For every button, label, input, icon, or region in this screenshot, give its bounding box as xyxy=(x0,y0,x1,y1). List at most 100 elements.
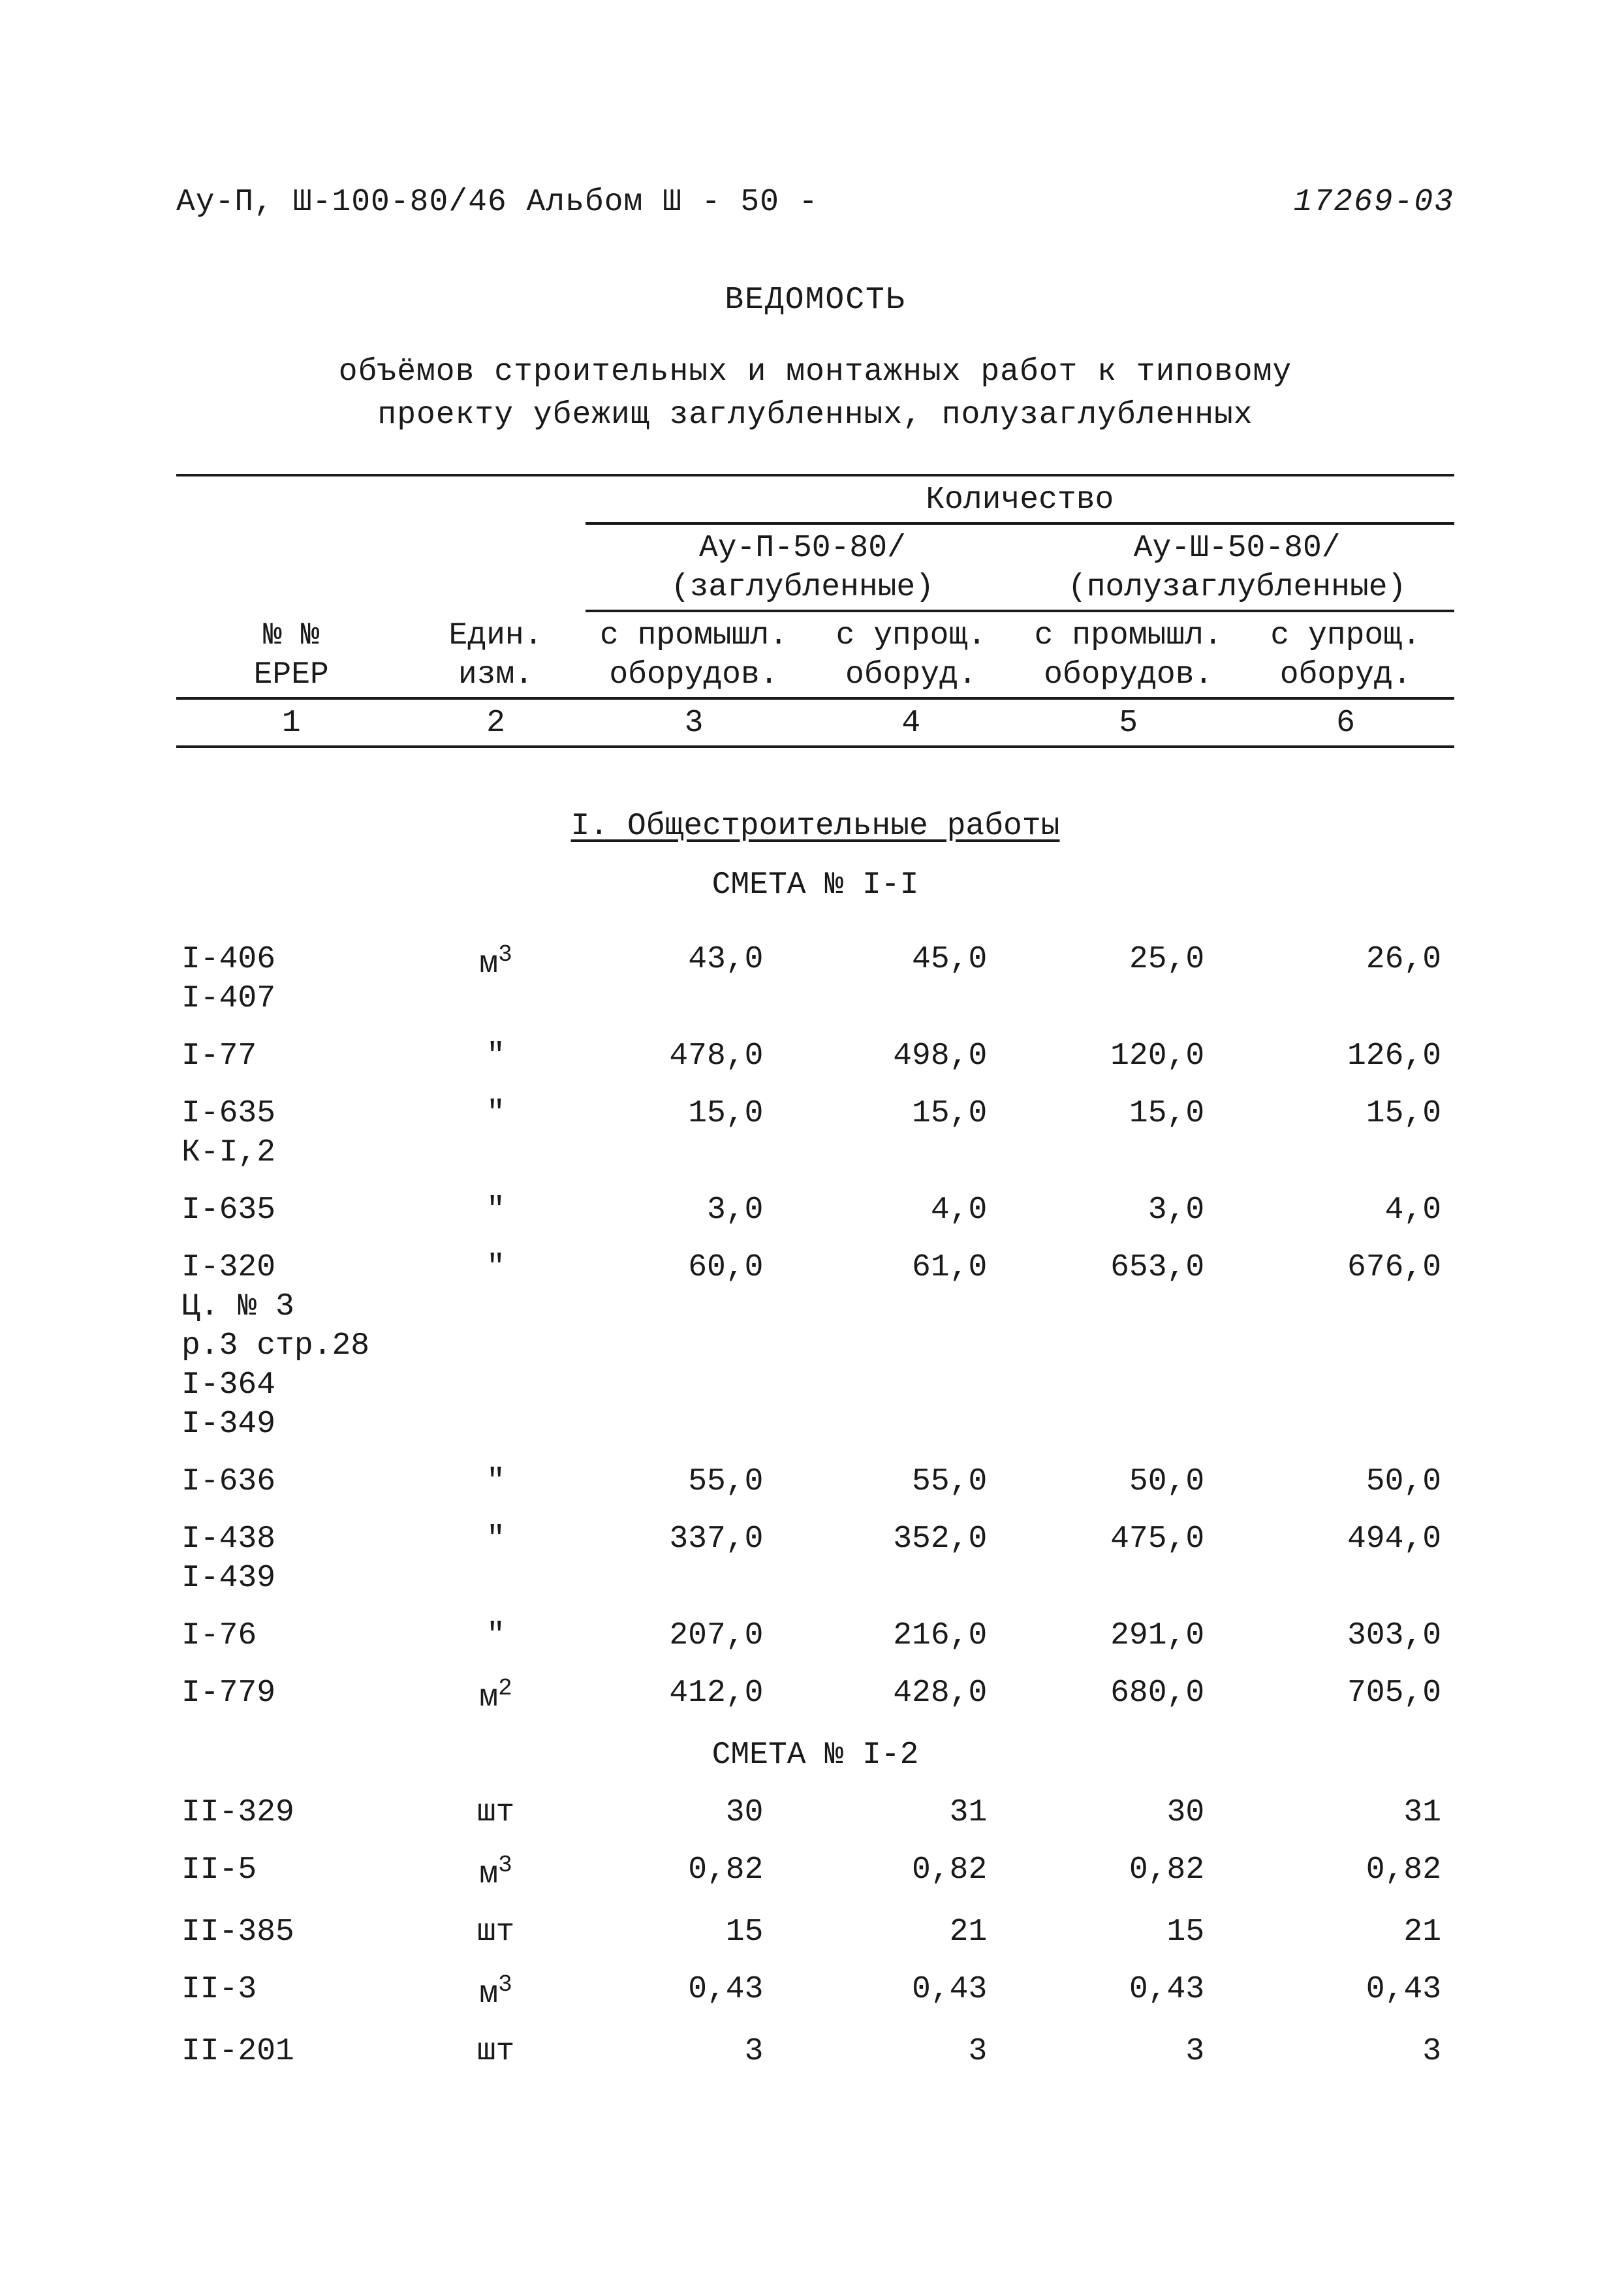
cell-id: I-635 xyxy=(176,1181,406,1239)
cell-v5: 0,43 xyxy=(1020,1961,1237,2023)
cell-v3: 0,43 xyxy=(586,1961,803,2023)
cell-id: II-5 xyxy=(176,1841,406,1903)
cell-v4: 61,0 xyxy=(802,1239,1020,1453)
cell-v5: 25,0 xyxy=(1020,931,1237,1027)
group2-line1: Ау-Ш-50-80/ xyxy=(1134,531,1341,566)
col-header-qty: Количество xyxy=(586,475,1454,523)
cell-unit: " xyxy=(406,1453,585,1510)
cell-id: I-636 xyxy=(176,1453,406,1510)
cell-id: I-438I-439 xyxy=(176,1510,406,1607)
col-header-erep: № № ЕРЕР xyxy=(176,475,406,698)
cell-v6: 0,82 xyxy=(1237,1841,1454,1903)
cell-v6: 26,0 xyxy=(1237,931,1454,1027)
subcol-3: с промышл. оборудов. xyxy=(586,611,803,698)
cell-v3: 478,0 xyxy=(586,1027,803,1085)
cell-v4: 428,0 xyxy=(802,1664,1020,1726)
data-table: I-406I-407м343,045,025,026,0I-77"478,049… xyxy=(176,931,1454,2080)
cell-v6: 15,0 xyxy=(1237,1085,1454,1181)
section-1-title-text: I. Общестроительные работы xyxy=(571,809,1060,844)
cell-v4: 498,0 xyxy=(802,1027,1020,1085)
cell-v4: 21 xyxy=(802,1903,1020,1961)
cell-v5: 291,0 xyxy=(1020,1607,1237,1664)
cell-v6: 3 xyxy=(1237,2023,1454,2080)
document-subtitle-2: проекту убежищ заглубленных, полузаглубл… xyxy=(176,396,1454,435)
cell-id: II-201 xyxy=(176,2023,406,2080)
cell-v6: 303,0 xyxy=(1237,1607,1454,1664)
cell-v4: 31 xyxy=(802,1784,1020,1841)
table-row: II-201шт3333 xyxy=(176,2023,1454,2080)
cell-v6: 21 xyxy=(1237,1903,1454,1961)
table-row: I-76"207,0216,0291,0303,0 xyxy=(176,1607,1454,1664)
cell-v3: 55,0 xyxy=(586,1453,803,1510)
section-1-title: I. Общестроительные работы xyxy=(176,807,1454,846)
cell-unit: м3 xyxy=(406,1841,585,1903)
cell-id: I-779 xyxy=(176,1664,406,1726)
cell-v3: 15 xyxy=(586,1903,803,1961)
cell-v3: 30 xyxy=(586,1784,803,1841)
cell-v4: 0,43 xyxy=(802,1961,1020,2023)
cell-v4: 0,82 xyxy=(802,1841,1020,1903)
header-right: 17269-03 xyxy=(1294,183,1454,222)
cell-unit: шт xyxy=(406,2023,585,2080)
header-left: Ау-П, Ш-100-80/46 Альбом Ш - 50 - xyxy=(176,183,819,222)
cell-v3: 412,0 xyxy=(586,1664,803,1726)
cell-id: II-3 xyxy=(176,1961,406,2023)
cell-v5: 30 xyxy=(1020,1784,1237,1841)
cell-id: I-76 xyxy=(176,1607,406,1664)
subcol-5: с промышл. оборудов. xyxy=(1020,611,1237,698)
cell-v4: 216,0 xyxy=(802,1607,1020,1664)
table-row: I-438I-439"337,0352,0475,0494,0 xyxy=(176,1510,1454,1607)
cell-id: I-635К-I,2 xyxy=(176,1085,406,1181)
cell-unit: " xyxy=(406,1239,585,1453)
cell-v5: 50,0 xyxy=(1020,1453,1237,1510)
smeta-1-title: СМЕТА № I-I xyxy=(176,866,1454,905)
page-header: Ау-П, Ш-100-80/46 Альбом Ш - 50 - 17269-… xyxy=(176,183,1454,222)
cell-v6: 676,0 xyxy=(1237,1239,1454,1453)
colnum-1: 1 xyxy=(176,698,406,747)
smeta-2-row: СМЕТА № I-2 xyxy=(176,1726,1454,1784)
cell-unit: м3 xyxy=(406,931,585,1027)
cell-unit: м3 xyxy=(406,1961,585,2023)
document-title: ВЕДОМОСТЬ xyxy=(176,281,1454,320)
col-header-group1: Ау-П-50-80/ (заглубленные) xyxy=(586,523,1020,611)
smeta-2-title: СМЕТА № I-2 xyxy=(176,1726,1454,1784)
cell-v4: 3 xyxy=(802,2023,1020,2080)
cell-unit: " xyxy=(406,1085,585,1181)
cell-v6: 50,0 xyxy=(1237,1453,1454,1510)
cell-unit: шт xyxy=(406,1784,585,1841)
cell-v4: 45,0 xyxy=(802,931,1020,1027)
col-header-unit: Един. изм. xyxy=(406,475,585,698)
cell-v6: 126,0 xyxy=(1237,1027,1454,1085)
table-row: II-3м30,430,430,430,43 xyxy=(176,1961,1454,2023)
table-row: II-329шт30313031 xyxy=(176,1784,1454,1841)
table-row: I-77"478,0498,0120,0126,0 xyxy=(176,1027,1454,1085)
table-row: I-636"55,055,050,050,0 xyxy=(176,1453,1454,1510)
cell-unit: " xyxy=(406,1510,585,1607)
cell-id: II-329 xyxy=(176,1784,406,1841)
colnum-6: 6 xyxy=(1237,698,1454,747)
cell-v5: 653,0 xyxy=(1020,1239,1237,1453)
cell-v4: 4,0 xyxy=(802,1181,1020,1239)
group1-line2: (заглубленные) xyxy=(671,570,934,605)
cell-v5: 3 xyxy=(1020,2023,1237,2080)
cell-v3: 43,0 xyxy=(586,931,803,1027)
table-row: I-406I-407м343,045,025,026,0 xyxy=(176,931,1454,1027)
cell-v5: 120,0 xyxy=(1020,1027,1237,1085)
cell-unit: " xyxy=(406,1027,585,1085)
cell-unit: м2 xyxy=(406,1664,585,1726)
cell-v3: 0,82 xyxy=(586,1841,803,1903)
cell-v4: 15,0 xyxy=(802,1085,1020,1181)
table-header: № № ЕРЕР Един. изм. Количество Ау-П-50-8… xyxy=(176,474,1454,748)
cell-unit: " xyxy=(406,1181,585,1239)
cell-unit: " xyxy=(406,1607,585,1664)
cell-v3: 207,0 xyxy=(586,1607,803,1664)
cell-v5: 15,0 xyxy=(1020,1085,1237,1181)
table-row: I-635"3,04,03,04,0 xyxy=(176,1181,1454,1239)
colnum-3: 3 xyxy=(586,698,803,747)
cell-id: I-320Ц. № 3р.3 стр.28I-364I-349 xyxy=(176,1239,406,1453)
cell-v5: 3,0 xyxy=(1020,1181,1237,1239)
cell-v6: 31 xyxy=(1237,1784,1454,1841)
group2-line2: (полузаглубленные) xyxy=(1068,570,1406,605)
cell-v6: 494,0 xyxy=(1237,1510,1454,1607)
cell-v3: 3 xyxy=(586,2023,803,2080)
